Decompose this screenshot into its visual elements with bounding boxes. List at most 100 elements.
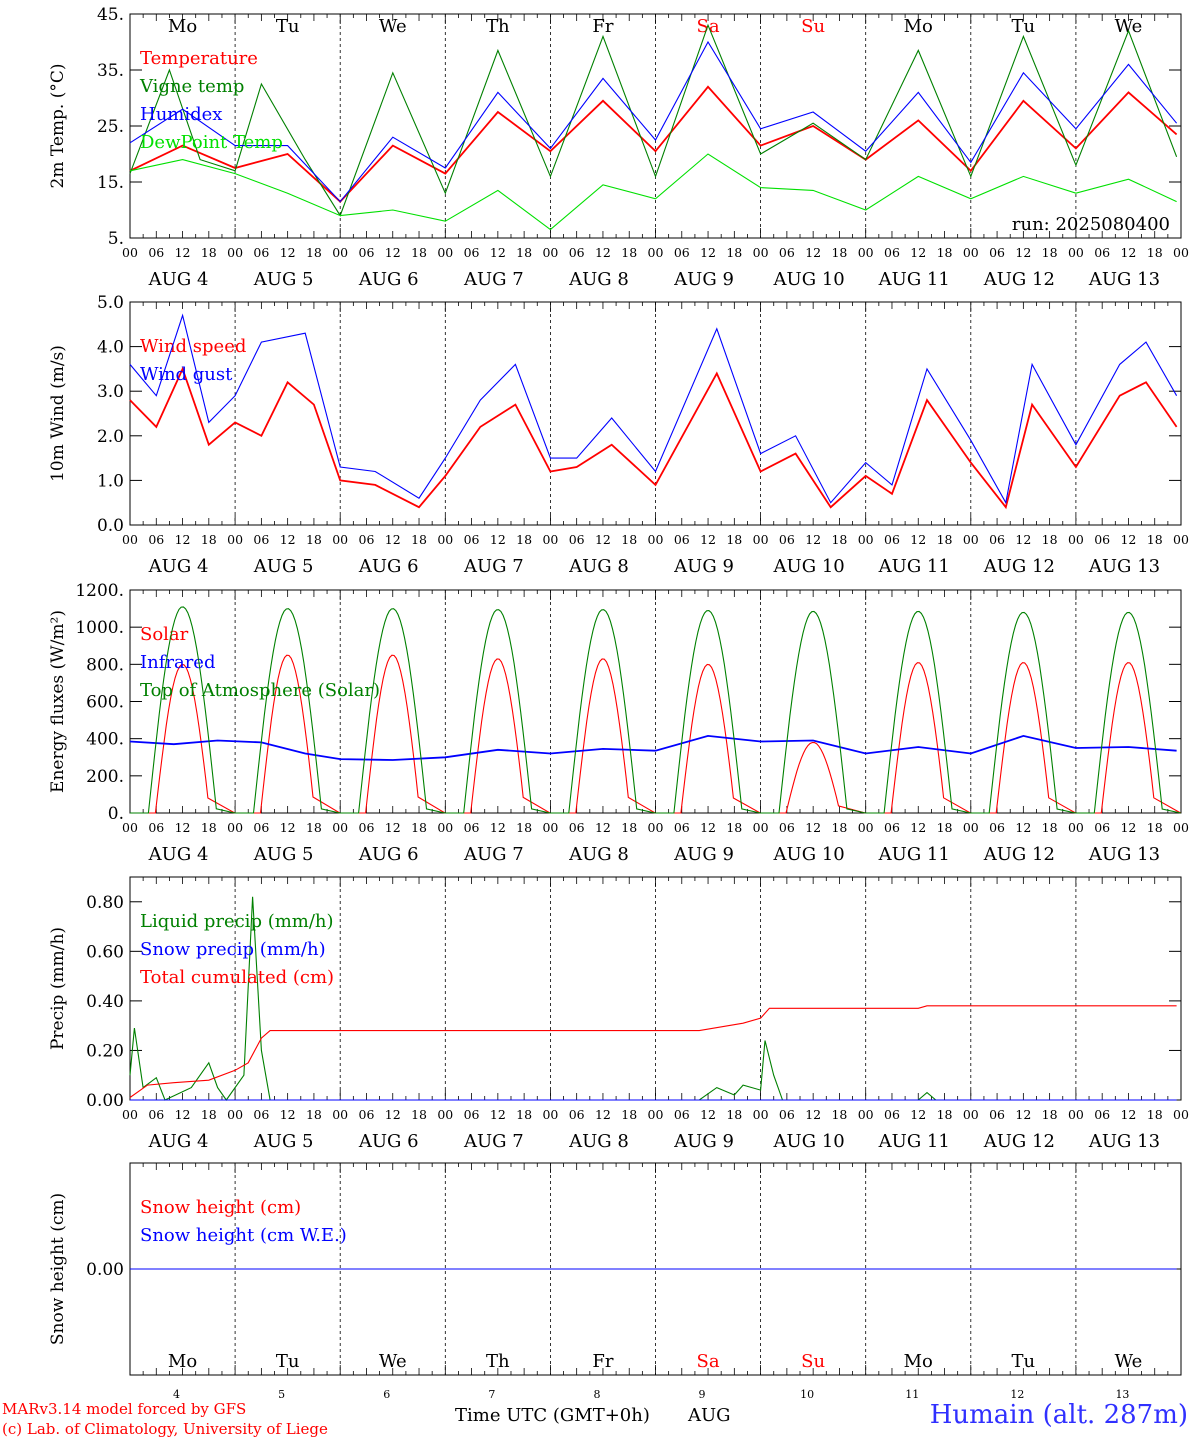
hour-label: 18 — [726, 532, 742, 547]
y-tick-label: 400. — [86, 730, 124, 750]
hour-label: 12 — [175, 532, 191, 547]
hour-label: 06 — [884, 532, 900, 547]
hour-label: 12 — [175, 820, 191, 835]
hour-label: 06 — [674, 820, 690, 835]
hour-label: 00 — [963, 245, 979, 260]
legend-entry: Snow precip (mm/h) — [140, 939, 326, 960]
panel-4: 0.00 0.20 0.40 0.60 0.80 Precip (mm/h) 00 06 12 1… — [48, 876, 1189, 1152]
hour-label: 12 — [595, 820, 611, 835]
hour-label: 06 — [359, 245, 375, 260]
hour-label: 00 — [542, 245, 558, 260]
hour-label: 06 — [779, 245, 795, 260]
hour-label: 06 — [884, 245, 900, 260]
hour-label: 06 — [569, 532, 585, 547]
weekday-label: We — [1115, 1351, 1143, 1372]
hour-label: 12 — [1120, 532, 1136, 547]
date-label: AUG 9 — [673, 556, 734, 577]
panel-frame — [129, 301, 1182, 526]
weekday-label: Sa — [697, 1351, 720, 1372]
weekday-label: We — [379, 16, 407, 37]
hour-label: 18 — [726, 245, 742, 260]
hour-label: 00 — [858, 1107, 874, 1122]
series-line — [129, 40, 1178, 203]
date-label: AUG 7 — [463, 269, 524, 290]
date-label: AUG 8 — [568, 269, 629, 290]
hour-label: 00 — [437, 532, 453, 547]
panel-frame — [129, 13, 1182, 239]
weekday-label: Tu — [1012, 1351, 1036, 1372]
hour-label: 12 — [385, 1107, 401, 1122]
hour-label: 06 — [253, 820, 269, 835]
hour-label: 18 — [516, 245, 532, 260]
legend-entry: Wind gust — [140, 364, 233, 385]
hour-label: 00 — [542, 532, 558, 547]
series-line — [129, 23, 1178, 217]
y-tick-label: 0.60 — [86, 942, 124, 962]
day-number: 5 — [278, 1388, 285, 1401]
hour-label: 18 — [726, 820, 742, 835]
hour-label: 18 — [1042, 820, 1058, 835]
hour-label: 00 — [1173, 820, 1189, 835]
panel-1: 5. 15. 25. 35. 45. 2m Temp. (°C) 00 06 12 18 AUG 4… — [48, 5, 1189, 290]
hour-label: 00 — [437, 1107, 453, 1122]
series-line — [129, 734, 1177, 761]
day-number: 13 — [1115, 1388, 1129, 1401]
y-tick-label: 5.0 — [97, 293, 124, 313]
day-number: 7 — [488, 1388, 495, 1401]
hour-label: 00 — [122, 1107, 138, 1122]
hour-label: 18 — [411, 532, 427, 547]
hour-label: 00 — [753, 820, 769, 835]
hour-label: 12 — [700, 245, 716, 260]
y-tick-label: 3.0 — [97, 382, 124, 402]
y-tick-label: 800. — [86, 655, 124, 675]
hour-label: 12 — [1120, 245, 1136, 260]
legend-entry: Vigne temp — [139, 76, 244, 97]
hour-label: 00 — [227, 1107, 243, 1122]
hour-label: 06 — [464, 820, 480, 835]
hour-label: 06 — [253, 1107, 269, 1122]
hour-label: 18 — [831, 532, 847, 547]
date-label: AUG 13 — [1088, 1131, 1160, 1152]
date-label: AUG 10 — [773, 1131, 845, 1152]
hour-label: 18 — [831, 820, 847, 835]
day-number: 11 — [905, 1388, 919, 1401]
hour-label: 18 — [306, 820, 322, 835]
weekday-label: Su — [801, 1351, 825, 1372]
hour-label: 06 — [148, 1107, 164, 1122]
hour-label: 12 — [595, 245, 611, 260]
y-tick-label: 25. — [97, 117, 124, 137]
legend-entry: Infrared — [140, 652, 215, 673]
date-label: AUG 4 — [148, 844, 209, 865]
date-label: AUG 5 — [253, 556, 314, 577]
series-line — [129, 313, 1178, 505]
hour-label: 12 — [1120, 820, 1136, 835]
date-label: AUG 8 — [568, 844, 629, 865]
hour-label: 18 — [937, 820, 953, 835]
weekday-label: We — [379, 1351, 407, 1372]
y-tick-label: 0.0 — [97, 516, 124, 536]
date-label: AUG 6 — [358, 844, 419, 865]
hour-label: 06 — [464, 532, 480, 547]
date-label: AUG 11 — [878, 844, 950, 865]
hour-label: 12 — [700, 532, 716, 547]
hour-label: 06 — [569, 1107, 585, 1122]
hour-label: 00 — [858, 820, 874, 835]
day-number: 6 — [383, 1388, 390, 1401]
hour-label: 18 — [516, 532, 532, 547]
hour-label: 18 — [831, 245, 847, 260]
y-tick-label: 0.00 — [86, 1091, 124, 1111]
hour-label: 12 — [1015, 245, 1031, 260]
hour-label: 06 — [674, 532, 690, 547]
date-label: AUG 12 — [983, 844, 1055, 865]
hour-label: 00 — [437, 245, 453, 260]
date-label: AUG 4 — [148, 269, 209, 290]
hour-label: 06 — [674, 1107, 690, 1122]
weekday-label: Fr — [592, 16, 613, 37]
hour-label: 00 — [858, 245, 874, 260]
y-tick-label: 35. — [97, 61, 124, 81]
hour-label: 12 — [1015, 820, 1031, 835]
hour-label: 12 — [175, 245, 191, 260]
hour-label: 18 — [516, 1107, 532, 1122]
hour-label: 00 — [648, 820, 664, 835]
hour-label: 12 — [280, 245, 296, 260]
